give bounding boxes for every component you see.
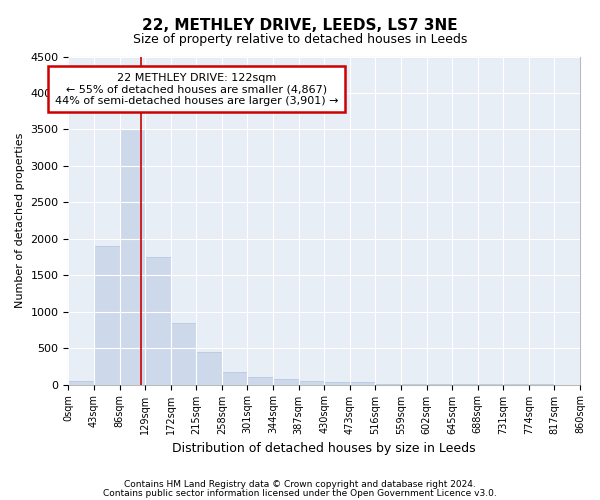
Bar <box>119 130 145 384</box>
Text: 22 METHLEY DRIVE: 122sqm
← 55% of detached houses are smaller (4,867)
44% of sem: 22 METHLEY DRIVE: 122sqm ← 55% of detach… <box>55 72 338 106</box>
Text: Contains HM Land Registry data © Crown copyright and database right 2024.: Contains HM Land Registry data © Crown c… <box>124 480 476 489</box>
Bar <box>324 382 350 384</box>
Text: Size of property relative to detached houses in Leeds: Size of property relative to detached ho… <box>133 32 467 46</box>
Bar <box>68 381 94 384</box>
Bar <box>247 378 273 384</box>
Bar <box>273 379 299 384</box>
Text: 22, METHLEY DRIVE, LEEDS, LS7 3NE: 22, METHLEY DRIVE, LEEDS, LS7 3NE <box>142 18 458 32</box>
Bar <box>145 257 171 384</box>
Bar <box>222 372 247 384</box>
Bar <box>350 382 376 384</box>
Bar <box>196 352 222 384</box>
Y-axis label: Number of detached properties: Number of detached properties <box>15 133 25 308</box>
Bar <box>94 246 119 384</box>
X-axis label: Distribution of detached houses by size in Leeds: Distribution of detached houses by size … <box>172 442 476 455</box>
Bar <box>299 381 324 384</box>
Text: Contains public sector information licensed under the Open Government Licence v3: Contains public sector information licen… <box>103 488 497 498</box>
Bar <box>171 322 196 384</box>
